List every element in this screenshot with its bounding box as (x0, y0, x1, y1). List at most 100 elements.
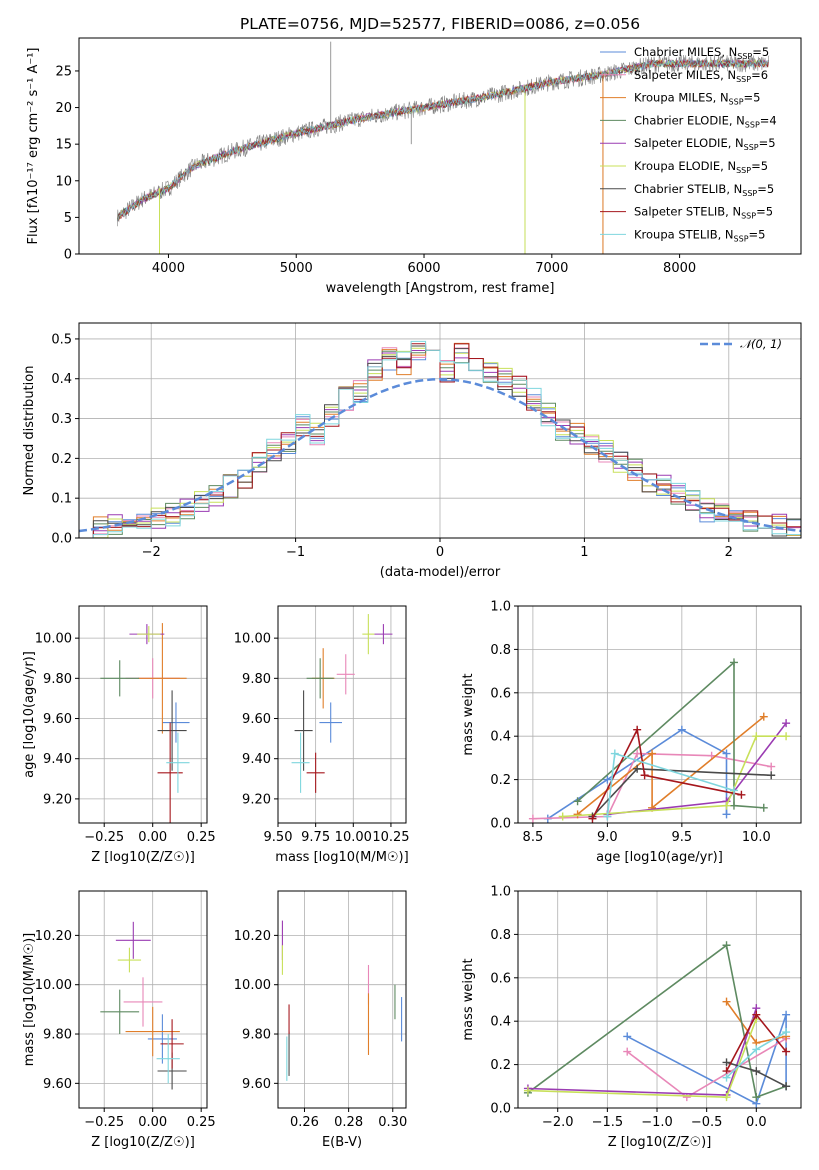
x-axis-label: Z [log10(Z/Z☉)] (91, 1135, 195, 1150)
x-tick-label: 0.26 (290, 1115, 319, 1130)
weight-marker (523, 1086, 532, 1095)
x-tick-label: 4000 (152, 261, 185, 276)
x-tick-label: 9.5 (671, 830, 692, 845)
y-tick-label: 10.00 (35, 978, 72, 993)
panel-age-vs-mass: 9.50 9.75 10.00 10.259.209.409.609.8010.00m… (234, 605, 410, 865)
weight-marker (767, 771, 776, 780)
y-tick-label: 0.4 (490, 1015, 511, 1030)
x-axis-label: Z [log10(Z/Z☉)] (608, 1135, 712, 1150)
weight-marker (603, 812, 612, 821)
y-tick-label: 0.4 (51, 372, 72, 387)
legend-label: Chabrier STELIB, NSSP=5 (634, 182, 774, 198)
x-tick-label: −0.5 (691, 1115, 723, 1130)
x-tick-label: 0.00 (138, 830, 167, 845)
weight-marker (782, 1010, 791, 1019)
y-tick-label: 9.60 (242, 1077, 271, 1092)
x-tick-label: 1 (580, 545, 588, 560)
y-tick-label: 1.0 (490, 885, 511, 900)
weight-marker (648, 749, 657, 758)
x-tick-label: 7000 (535, 261, 568, 276)
weight-marker (782, 1047, 791, 1056)
histogram-step-7 (79, 343, 801, 538)
x-tick-label: 9.0 (597, 830, 618, 845)
x-tick-label: 5000 (280, 261, 313, 276)
weight-marker (623, 1047, 632, 1056)
y-tick-label: 10.00 (234, 632, 271, 647)
x-tick-label: −1.5 (592, 1115, 624, 1130)
y-tick-label: 0.1 (51, 492, 72, 507)
weight-line-3 (577, 660, 764, 809)
legend-label: Salpeter ELODIE, NSSP=5 (634, 136, 776, 152)
y-tick-label: 10.20 (35, 929, 72, 944)
y-tick-label: 9.60 (242, 712, 271, 727)
legend-label: Kroupa STELIB, NSSP=5 (634, 227, 765, 243)
weight-marker (722, 1073, 731, 1082)
y-axis-label: mass [log10(M/M☉)] (22, 933, 37, 1066)
y-tick-label: 10.00 (234, 978, 271, 993)
weight-marker (623, 1032, 632, 1041)
x-tick-label: 10.25 (372, 830, 409, 845)
x-tick-label: 8.5 (523, 830, 544, 845)
weight-marker (729, 658, 738, 667)
x-axis-label: Z [log10(Z/Z☉)] (91, 850, 195, 865)
axes-frame (277, 605, 407, 824)
figure-title: PLATE=0756, MJD=52577, FIBERID=0086, z=0… (240, 15, 640, 33)
panel-age-vs-Z: −0.25 0.00 0.25 9.20 9.40 9.60 9.80 10.00 Z [log… (22, 605, 216, 865)
y-tick-label: 9.40 (43, 752, 72, 767)
y-tick-label: 0.4 (490, 730, 511, 745)
weight-marker (722, 749, 731, 758)
x-tick-label: 8000 (663, 261, 696, 276)
y-tick-label: 0.8 (490, 643, 511, 658)
weight-marker (729, 786, 738, 795)
weight-marker (782, 1028, 791, 1037)
y-tick-label: 1.0 (490, 600, 511, 615)
plot-area (281, 920, 403, 1081)
y-tick-label: 9.40 (242, 752, 271, 767)
axes-frame (78, 37, 802, 255)
weight-marker (752, 732, 761, 741)
weight-line-0 (547, 728, 728, 820)
plot-area (291, 614, 393, 793)
plot-area (523, 941, 791, 1108)
x-axis-label: wavelength [Angstrom, rest frame] (326, 281, 555, 296)
axes-frame (78, 890, 208, 1109)
weight-marker (729, 801, 738, 810)
x-tick-label: 9.50 (264, 830, 293, 845)
y-tick-label: 0 (64, 248, 72, 263)
y-tick-label: 0.6 (490, 686, 511, 701)
panel-mass-vs-Z: −0.25 0.00 0.25 9.60 9.80 10.00 10.20 Z [log10(… (22, 890, 216, 1150)
weight-marker (573, 797, 582, 806)
weight-marker (752, 1093, 761, 1102)
weight-marker (677, 725, 686, 734)
plot-area (79, 340, 801, 538)
x-tick-label: 10.00 (335, 830, 372, 845)
weight-marker (722, 941, 731, 950)
weight-marker (633, 725, 642, 734)
y-tick-label: 0.3 (51, 412, 72, 427)
axes-frame (517, 890, 802, 1109)
y-tick-label: 9.80 (242, 1028, 271, 1043)
y-tick-label: 9.80 (242, 672, 271, 687)
legend-label: Kroupa ELODIE, NSSP=5 (634, 159, 768, 175)
axes-frame (78, 605, 208, 824)
x-tick-label: −1 (286, 545, 305, 560)
weight-marker (737, 790, 746, 799)
y-axis-label: mass weight (461, 673, 476, 755)
y-tick-label: 15 (55, 138, 72, 153)
x-axis-label: mass [log10(M/M☉)] (275, 850, 408, 865)
x-tick-label: 0.0 (746, 1115, 767, 1130)
panel-mass-vs-EBV: 0.26 0.28 0.30 9.60 9.80 10.00 10.20 E(B-V) (234, 890, 407, 1150)
x-tick-label: 0.30 (378, 1115, 407, 1130)
x-axis-label: (data-model)/error (380, 565, 501, 580)
y-axis-label: Flux [fλ10⁻¹⁷ erg cm⁻² s⁻¹ A⁻¹] (26, 48, 41, 245)
weight-marker (558, 812, 567, 821)
weight-marker (640, 771, 649, 780)
y-tick-label: 0.2 (490, 1058, 511, 1073)
panel-spectrum: 4000 5000 6000 7000 8000 0 5 10 15 20 25 wavelength… (26, 37, 802, 296)
weight-marker (752, 1010, 761, 1019)
y-tick-label: 0.0 (51, 532, 72, 547)
weight-marker (782, 732, 791, 741)
y-tick-label: 25 (55, 64, 72, 79)
y-tick-label: 9.20 (43, 792, 72, 807)
y-tick-label: 10.20 (234, 929, 271, 944)
